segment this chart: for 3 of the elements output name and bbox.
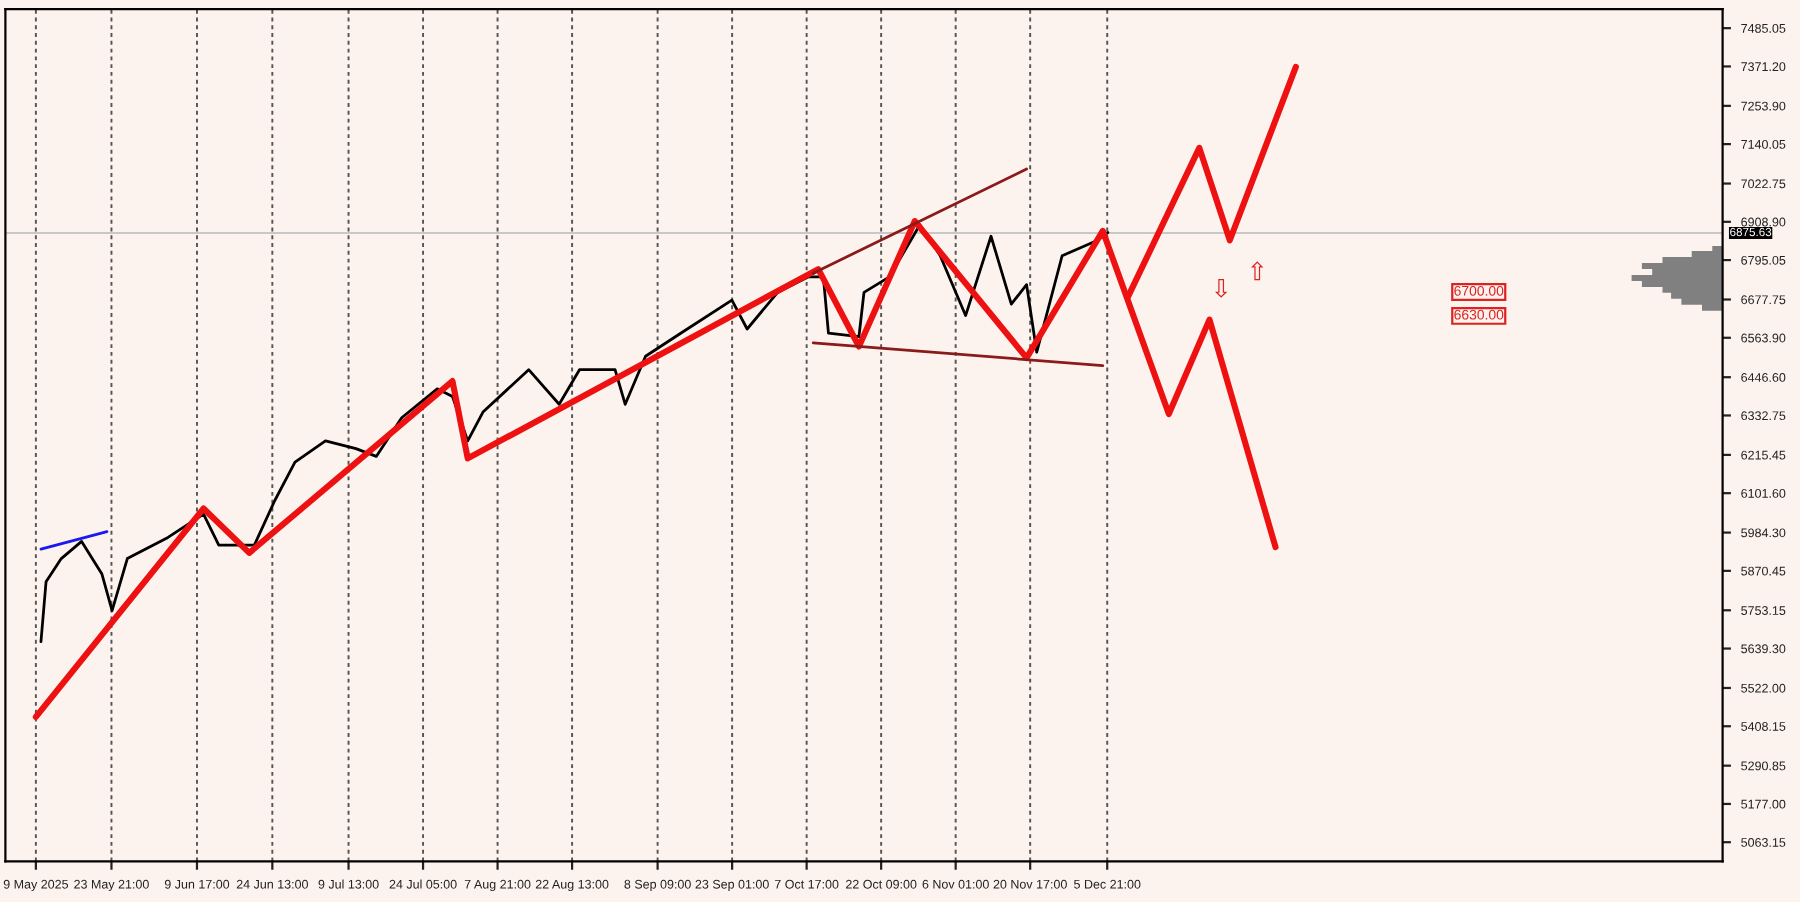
line-series xyxy=(39,223,1110,643)
annotation: ⇩ xyxy=(1214,278,1228,298)
annotation: ⇧ xyxy=(1251,261,1264,281)
